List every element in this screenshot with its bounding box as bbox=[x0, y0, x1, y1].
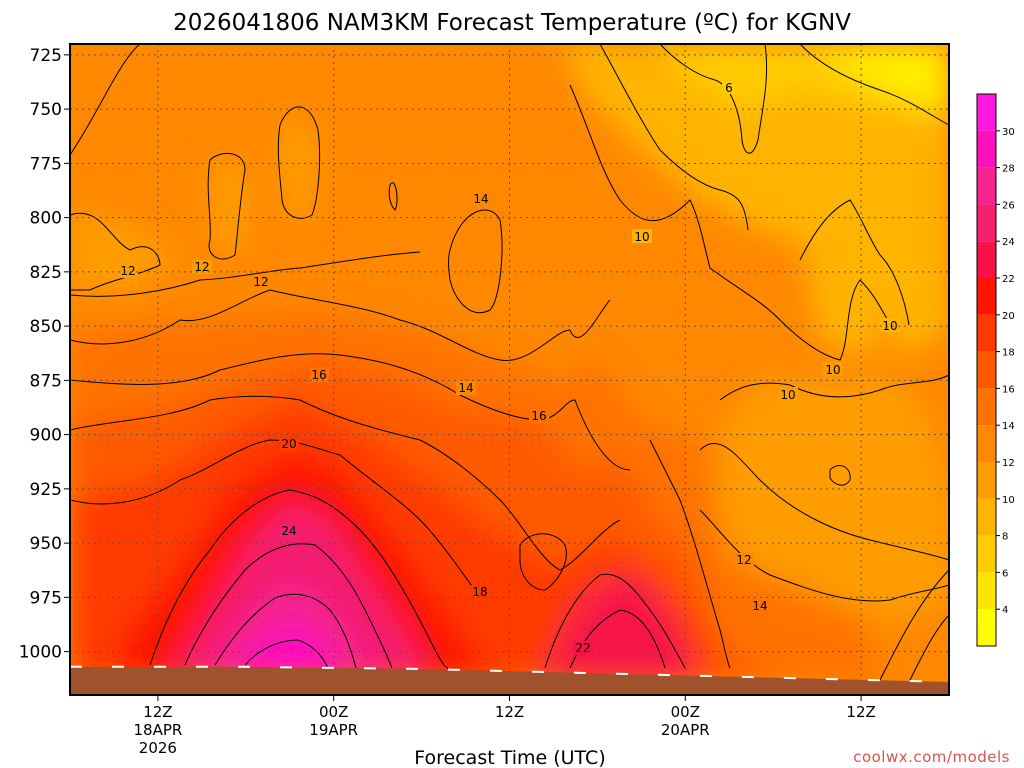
contour-label: 22 bbox=[575, 641, 590, 655]
colorbar-cell bbox=[977, 572, 996, 610]
colorbar-cell bbox=[977, 204, 996, 242]
x-tick-label: 12Z bbox=[143, 703, 172, 721]
x-tick-label: 2026 bbox=[139, 739, 177, 757]
colorbar-cell bbox=[977, 167, 996, 205]
field-pocket-right bbox=[800, 220, 890, 360]
y-tick-label: 825 bbox=[30, 263, 62, 283]
contour-label: 14 bbox=[473, 192, 488, 206]
x-tick-label: 18APR bbox=[133, 721, 182, 739]
credit-text: coolwx.com/models bbox=[853, 748, 1010, 766]
x-tick-label: 00Z bbox=[671, 703, 700, 721]
y-tick-label: 975 bbox=[30, 588, 62, 608]
contour-labels: 6 10 10 10 10 12 12 12 12 14 14 14 16 bbox=[118, 80, 900, 655]
contour-label: 16 bbox=[531, 409, 546, 423]
colorbar: 4 6 8 10 12 14 16 18 20 22 24 26 28 30 bbox=[976, 93, 1015, 647]
grid-lines bbox=[70, 44, 949, 695]
y-tick-label: 900 bbox=[30, 426, 62, 446]
colorbar-label: 4 bbox=[1002, 605, 1008, 616]
colorbar-label: 12 bbox=[1002, 458, 1015, 469]
colorbar-labels: 4 6 8 10 12 14 16 18 20 22 24 26 28 30 bbox=[996, 127, 1015, 616]
contour-lines bbox=[70, 44, 949, 681]
y-tick-label: 875 bbox=[30, 371, 62, 391]
field-band-cool-right bbox=[720, 380, 949, 620]
colorbar-cell bbox=[977, 130, 996, 168]
colorbar-label: 26 bbox=[1002, 200, 1015, 211]
y-tick-label: 800 bbox=[30, 209, 62, 229]
field-band-28 bbox=[230, 620, 345, 680]
field-band-cool-top bbox=[560, 44, 949, 360]
colorbar-cell bbox=[977, 388, 996, 426]
y-tick-label: 950 bbox=[30, 534, 62, 554]
y-tick-label: 1000 bbox=[19, 643, 62, 663]
field-band-yellow bbox=[820, 44, 949, 110]
temperature-field bbox=[70, 44, 949, 680]
colorbar-label: 8 bbox=[1002, 532, 1008, 543]
field-pocket-upper-mid bbox=[210, 160, 250, 250]
colorbar-cell bbox=[977, 278, 996, 315]
colorbar-cell bbox=[977, 351, 996, 389]
contour-label: 24 bbox=[281, 524, 296, 538]
y-tick-label: 750 bbox=[30, 100, 62, 120]
contour-label: 20 bbox=[281, 437, 296, 451]
y-tick-label: 925 bbox=[30, 480, 62, 500]
colorbar-frame bbox=[976, 93, 997, 647]
chart-title: 2026041806 NAM3KM Forecast Temperature (… bbox=[173, 10, 851, 36]
colorbar-label: 6 bbox=[1002, 568, 1008, 579]
plot-area: 6 10 10 10 10 12 12 12 12 14 14 14 16 bbox=[70, 44, 949, 695]
contour-label: 10 bbox=[780, 388, 795, 402]
colorbar-cell bbox=[977, 535, 996, 573]
contour-label: 10 bbox=[825, 363, 840, 377]
y-tick-label: 775 bbox=[30, 154, 62, 174]
colorbar-label: 16 bbox=[1002, 384, 1015, 395]
x-tick-label: 20APR bbox=[661, 721, 710, 739]
contour-label: 6 bbox=[725, 81, 733, 95]
x-axis-label: Forecast Time (UTC) bbox=[414, 747, 605, 768]
colorbar-label: 10 bbox=[1002, 495, 1015, 506]
colorbar-cells bbox=[977, 94, 996, 646]
colorbar-cell bbox=[977, 425, 996, 462]
colorbar-cell bbox=[977, 462, 996, 499]
field-pocket-upper-mid2 bbox=[280, 120, 320, 220]
colorbar-cell bbox=[977, 609, 996, 646]
contour-label: 16 bbox=[311, 368, 326, 382]
x-tick-label: 19APR bbox=[309, 721, 358, 739]
contour-label: 10 bbox=[882, 319, 897, 333]
contour-label: 18 bbox=[472, 585, 487, 599]
colorbar-label: 14 bbox=[1002, 421, 1015, 432]
contour-label: 14 bbox=[752, 599, 767, 613]
colorbar-cell bbox=[977, 314, 996, 352]
contour-label: 12 bbox=[120, 264, 135, 278]
contour-label: 12 bbox=[253, 275, 268, 289]
colorbar-label: 20 bbox=[1002, 311, 1015, 322]
colorbar-label: 24 bbox=[1002, 237, 1015, 248]
y-tick-label: 725 bbox=[30, 46, 62, 66]
field-pocket-upper-left bbox=[70, 210, 180, 290]
terrain-surface bbox=[70, 666, 949, 695]
contour-label: 12 bbox=[194, 260, 209, 274]
contour-label: 14 bbox=[458, 381, 473, 395]
colorbar-label: 22 bbox=[1002, 274, 1015, 285]
colorbar-cell bbox=[977, 498, 996, 536]
colorbar-cell bbox=[977, 241, 996, 278]
colorbar-label: 18 bbox=[1002, 348, 1015, 359]
colorbar-label: 30 bbox=[1002, 127, 1015, 138]
x-tick-label: 12Z bbox=[846, 703, 875, 721]
y-tick-label: 850 bbox=[30, 317, 62, 337]
x-tick-label: 00Z bbox=[319, 703, 348, 721]
contour-label: 10 bbox=[634, 230, 649, 244]
colorbar-label: 28 bbox=[1002, 164, 1015, 175]
contour-label: 12 bbox=[736, 553, 751, 567]
x-tick-label: 12Z bbox=[495, 703, 524, 721]
y-axis-ticks: 725 750 775 800 825 850 875 900 925 950 975 1000 bbox=[19, 46, 70, 663]
colorbar-cell bbox=[977, 94, 996, 131]
